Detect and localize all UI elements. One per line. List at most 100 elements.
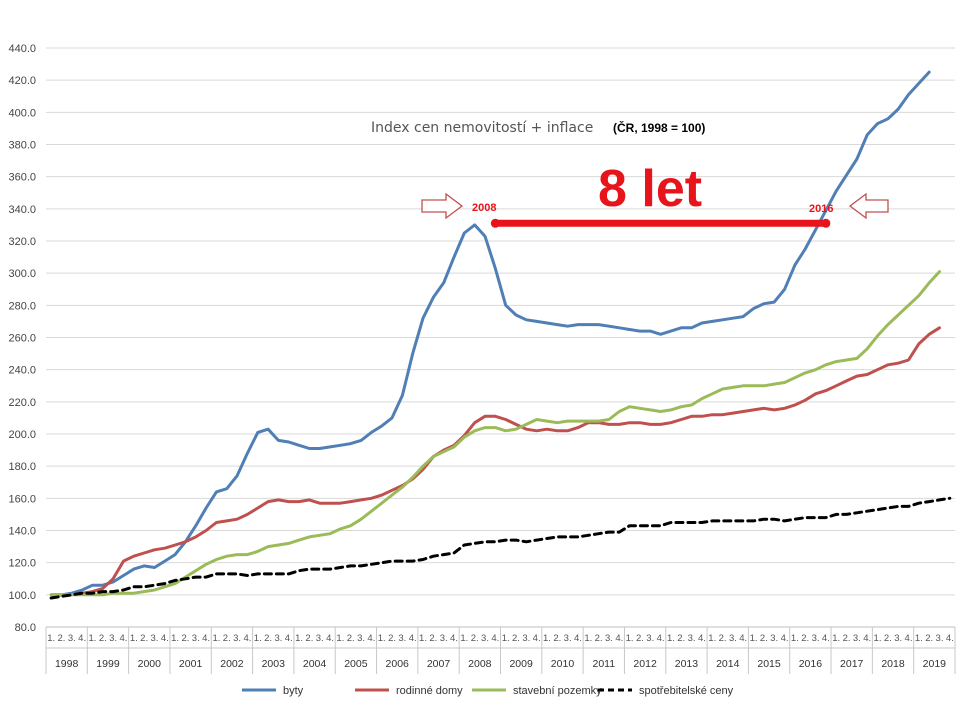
quarter-tick-label: 2. bbox=[347, 633, 355, 644]
quarter-tick-label: 3. bbox=[68, 633, 76, 644]
series-line-0 bbox=[49, 70, 931, 600]
year-tick-label: 2013 bbox=[675, 658, 699, 670]
y-tick-label: 120.0 bbox=[8, 558, 36, 570]
y-tick-label: 380.0 bbox=[8, 140, 36, 152]
quarter-tick-label: 2. bbox=[471, 633, 479, 644]
quarter-tick-label: 4. bbox=[698, 633, 706, 644]
quarter-tick-label: 1. bbox=[502, 633, 510, 644]
quarter-tick-label: 4. bbox=[285, 633, 293, 644]
quarter-tick-label: 1. bbox=[874, 633, 882, 644]
legend-label-0: byty bbox=[283, 685, 304, 697]
quarter-tick-label: 1. bbox=[130, 633, 138, 644]
y-tick-label: 400.0 bbox=[8, 107, 36, 119]
series-line-3 bbox=[49, 496, 952, 600]
year-tick-label: 2019 bbox=[923, 658, 947, 670]
year-tick-label: 2003 bbox=[262, 658, 286, 670]
y-tick-label: 440.0 bbox=[8, 43, 36, 55]
quarter-tick-label: 2. bbox=[58, 633, 66, 644]
end-year-label: 2016 bbox=[809, 203, 833, 215]
year-tick-label: 2009 bbox=[509, 658, 533, 670]
quarter-tick-label: 2. bbox=[181, 633, 189, 644]
quarter-tick-label: 2. bbox=[388, 633, 396, 644]
quarter-tick-label: 1. bbox=[915, 633, 923, 644]
quarter-tick-label: 2. bbox=[801, 633, 809, 644]
quarter-tick-label: 4. bbox=[367, 633, 375, 644]
quarter-tick-label: 3. bbox=[936, 633, 944, 644]
quarter-tick-label: 1. bbox=[89, 633, 97, 644]
duration-bar-end-dot bbox=[821, 218, 831, 228]
quarter-tick-label: 2. bbox=[140, 633, 148, 644]
quarter-tick-label: 1. bbox=[667, 633, 675, 644]
year-tick-label: 2001 bbox=[179, 658, 203, 670]
y-tick-label: 360.0 bbox=[8, 172, 36, 184]
y-tick-label: 280.0 bbox=[8, 300, 36, 312]
quarter-tick-label: 4. bbox=[409, 633, 417, 644]
quarter-tick-label: 4. bbox=[120, 633, 128, 644]
series-lines bbox=[49, 70, 952, 600]
year-tick-label: 2016 bbox=[799, 658, 823, 670]
quarter-tick-label: 3. bbox=[109, 633, 117, 644]
quarter-tick-label: 3. bbox=[564, 633, 572, 644]
quarter-tick-label: 4. bbox=[822, 633, 830, 644]
y-tick-label: 160.0 bbox=[8, 493, 36, 505]
year-tick-label: 1999 bbox=[96, 658, 120, 670]
quarter-tick-label: 3. bbox=[729, 633, 737, 644]
y-tick-label: 320.0 bbox=[8, 236, 36, 248]
quarter-tick-label: 1. bbox=[378, 633, 386, 644]
chart-title: Index cen nemovitostí + inflace bbox=[371, 120, 593, 136]
series-line-2 bbox=[49, 270, 941, 597]
quarter-tick-label: 2. bbox=[719, 633, 727, 644]
quarter-tick-label: 1. bbox=[584, 633, 592, 644]
quarter-tick-label: 2. bbox=[223, 633, 231, 644]
y-tick-label: 80.0 bbox=[15, 622, 36, 634]
quarter-tick-label: 4. bbox=[326, 633, 334, 644]
quarter-tick-label: 1. bbox=[460, 633, 468, 644]
gridlines bbox=[46, 47, 955, 628]
quarter-tick-label: 1. bbox=[832, 633, 840, 644]
quarter-tick-label: 2. bbox=[305, 633, 313, 644]
year-tick-label: 2012 bbox=[633, 658, 657, 670]
quarter-tick-label: 1. bbox=[750, 633, 758, 644]
x-axis: 1. 2. 3. 4. 1. 2. 3. 4. 1. 2. 3. 4. 1. 2. 3. 4. 1. 2. 3. 4.… bbox=[45, 626, 956, 674]
quarter-tick-label: 1. bbox=[336, 633, 344, 644]
year-tick-label: 2014 bbox=[716, 658, 740, 670]
quarter-tick-label: 4. bbox=[863, 633, 871, 644]
quarter-tick-label: 2. bbox=[884, 633, 892, 644]
quarter-tick-label: 4. bbox=[946, 633, 954, 644]
legend-label-2: stavební pozemky bbox=[513, 685, 602, 697]
year-tick-label: 2011 bbox=[592, 658, 615, 670]
legend: byty rodinné domy stavební pozemky spotřebi… bbox=[242, 685, 734, 697]
year-tick-label: 2008 bbox=[468, 658, 492, 670]
quarter-tick-label: 3. bbox=[522, 633, 530, 644]
quarter-tick-label: 3. bbox=[605, 633, 613, 644]
series-line-1 bbox=[49, 326, 941, 597]
arrow-right-icon bbox=[421, 192, 464, 220]
quarter-tick-label: 4. bbox=[739, 633, 747, 644]
quarter-tick-label: 4. bbox=[905, 633, 913, 644]
quarter-tick-label: 3. bbox=[233, 633, 241, 644]
quarter-tick-label: 3. bbox=[853, 633, 861, 644]
year-tick-label: 2002 bbox=[220, 658, 244, 670]
arrow-left-icon bbox=[848, 192, 889, 220]
quarter-tick-label: 4. bbox=[450, 633, 458, 644]
quarter-tick-label: 2. bbox=[595, 633, 603, 644]
quarter-tick-label: 2. bbox=[925, 633, 933, 644]
y-tick-label: 140.0 bbox=[8, 526, 36, 538]
quarter-tick-label: 1. bbox=[47, 633, 55, 644]
quarter-tick-label: 2. bbox=[264, 633, 272, 644]
quarter-tick-label: 2. bbox=[677, 633, 685, 644]
year-tick-label: 2017 bbox=[840, 658, 864, 670]
quarter-tick-label: 4. bbox=[574, 633, 582, 644]
quarter-tick-label: 3. bbox=[688, 633, 696, 644]
year-tick-label: 2010 bbox=[551, 658, 575, 670]
y-axis: 80.0 100.0 120.0 140.0 160.0 180.0 200.0 220.0 2… bbox=[8, 43, 36, 634]
quarter-tick-label: 2. bbox=[512, 633, 520, 644]
quarter-tick-label: 3. bbox=[770, 633, 778, 644]
quarter-tick-label: 3. bbox=[150, 633, 158, 644]
y-tick-label: 260.0 bbox=[8, 333, 36, 345]
year-tick-label: 2000 bbox=[138, 658, 162, 670]
legend-label-3: spotřebitelské ceny bbox=[639, 685, 734, 697]
quarter-tick-label: 4. bbox=[161, 633, 169, 644]
